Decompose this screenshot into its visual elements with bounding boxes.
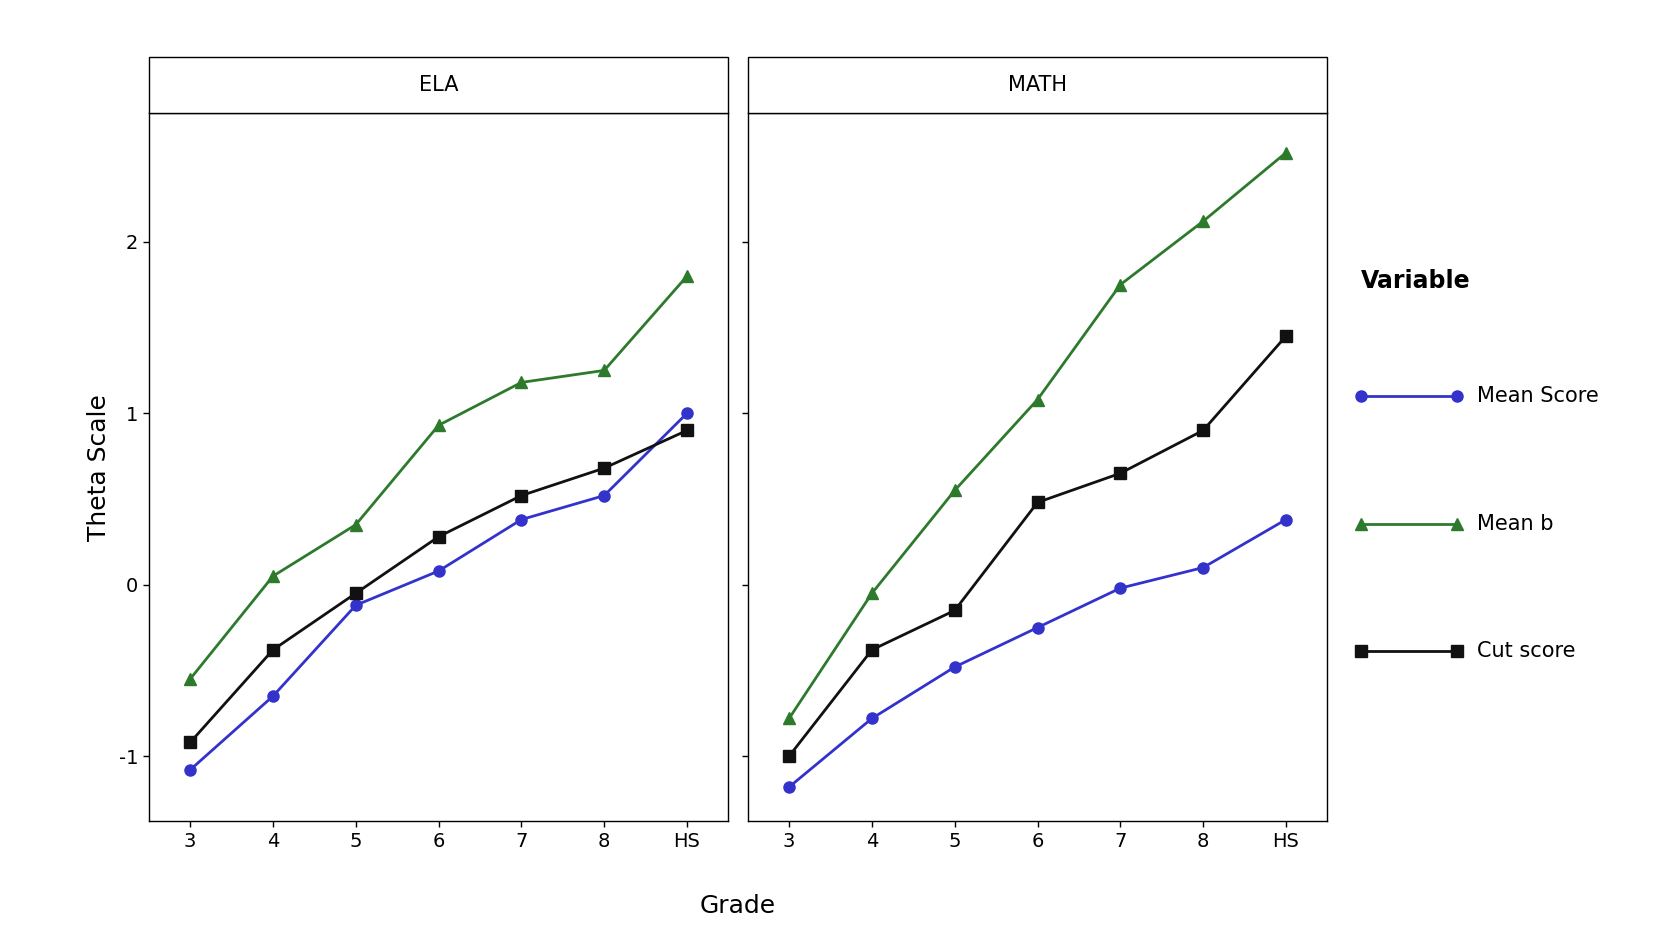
Text: ELA: ELA [418, 65, 458, 85]
Text: Mean b: Mean b [1478, 514, 1554, 534]
Text: Variable: Variable [1360, 269, 1471, 293]
Text: MATH: MATH [1008, 65, 1068, 85]
Y-axis label: Theta Scale: Theta Scale [86, 394, 111, 541]
Text: ELA: ELA [418, 75, 458, 95]
Text: Mean Score: Mean Score [1478, 386, 1598, 407]
Text: Cut score: Cut score [1478, 641, 1575, 662]
Text: MATH: MATH [1008, 75, 1068, 95]
Text: Grade: Grade [699, 894, 777, 919]
